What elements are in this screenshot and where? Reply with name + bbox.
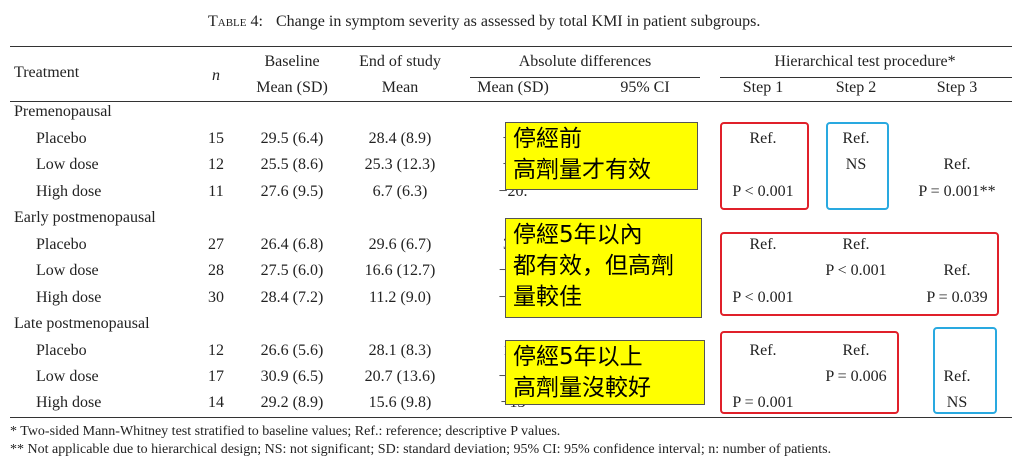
cell: 27.6 (9.5) <box>260 182 324 200</box>
cell: 25.3 (12.3) <box>364 156 436 174</box>
cell: 29.6 (6.7) <box>368 235 432 253</box>
cell: P < 0.001 <box>732 182 794 200</box>
cell: 14 <box>208 394 224 412</box>
cell: Ref. <box>842 130 870 147</box>
cell: 29.2 (8.9) <box>260 394 324 412</box>
cell: 20.7 (13.6) <box>364 368 436 386</box>
annotation-text: 高劑量才有效 <box>513 157 651 183</box>
title-label: Table 4: <box>208 13 263 30</box>
cell: Ref. <box>943 156 971 174</box>
footnote: ** Not applicable due to hierarchical de… <box>10 442 832 457</box>
cell: 29.5 (6.4) <box>260 130 324 147</box>
cell: Ref. <box>842 235 870 253</box>
cell: P = 0.001** <box>918 182 996 200</box>
header-cell: Step 1 <box>742 79 784 96</box>
cell: P = 0.006 <box>825 368 887 386</box>
diff-rule <box>470 77 700 78</box>
bottom-rule <box>10 417 1012 418</box>
title: Change in symptom severity as assessed b… <box>276 13 761 30</box>
row-label: Placebo <box>36 235 87 253</box>
annotation-box <box>505 218 702 318</box>
cell: 11 <box>208 182 224 200</box>
header-cell: Mean (SD) <box>477 79 549 96</box>
cell: Ref. <box>749 130 777 147</box>
group-label: Premenopausal <box>14 103 112 120</box>
header-cell: Mean (SD) <box>256 79 328 96</box>
cell: Ref. <box>943 262 971 280</box>
header-cell: Step 3 <box>936 79 978 96</box>
header-cell: Baseline <box>264 53 320 70</box>
cell: 17 <box>208 368 224 386</box>
cell: 15 <box>208 130 224 147</box>
group-label: Late postmenopausal <box>14 314 150 332</box>
header-cell: Hierarchical test procedure* <box>774 53 956 70</box>
annotation-text: 都有效，但高劑 <box>513 253 674 279</box>
cell: P < 0.001 <box>732 288 794 306</box>
cell: NS <box>946 394 968 412</box>
annotation-box <box>505 122 698 190</box>
cell: 11.2 (9.0) <box>368 288 432 306</box>
row-label: Low dose <box>36 368 99 386</box>
highlight-box <box>826 122 889 210</box>
cell: 28.4 (8.9) <box>368 130 432 147</box>
annotation-text: 停經前 <box>513 126 582 152</box>
row-label: Low dose <box>36 156 99 174</box>
cell: 16.6 (12.7) <box>364 262 436 280</box>
cell: 12 <box>208 341 224 359</box>
header-cell: Step 2 <box>835 79 877 96</box>
cell: 28 <box>208 262 224 280</box>
cell: P = 0.039 <box>926 288 988 306</box>
top-rule <box>10 46 1012 47</box>
header-cell: Mean <box>381 79 419 96</box>
cell: 26.6 (5.6) <box>260 341 324 359</box>
annotation-text: 量較佳 <box>513 284 582 310</box>
cell: 28.1 (8.3) <box>368 341 432 359</box>
header-cell: Treatment <box>14 64 80 81</box>
cell: NS <box>845 156 867 174</box>
header-cell: End of study <box>359 53 441 70</box>
footnote: * Two-sided Mann-Whitney test stratified… <box>10 424 561 439</box>
row-label: Placebo <box>36 341 87 359</box>
cell: 30.9 (6.5) <box>260 368 324 386</box>
cell: 27 <box>208 235 224 253</box>
header-rule <box>10 101 1012 102</box>
header-cell: 95% CI <box>620 79 670 96</box>
header-cell: n <box>212 67 220 84</box>
highlight-box <box>720 331 899 414</box>
cell: 15.6 (9.8) <box>368 394 432 412</box>
highlight-box <box>720 232 999 316</box>
cell: 25.5 (8.6) <box>260 156 324 174</box>
annotation-text: 停經5年以內 <box>513 222 643 248</box>
cell: 6.7 (6.3) <box>372 182 428 200</box>
row-label: High dose <box>36 182 102 200</box>
annotation-text: 停經5年以上 <box>513 344 643 370</box>
header-cell: Absolute differences <box>518 53 652 70</box>
row-label: High dose <box>36 288 102 306</box>
cell: 27.5 (6.0) <box>260 262 324 280</box>
highlight-box <box>933 327 997 414</box>
cell: P = 0.001 <box>732 394 794 412</box>
highlight-box <box>720 122 809 210</box>
row-label: High dose <box>36 394 102 412</box>
row-label: Low dose <box>36 262 99 280</box>
annotation-box <box>505 340 705 405</box>
cell: 28.4 (7.2) <box>260 288 324 306</box>
cell: Ref. <box>943 368 971 386</box>
cell: 26.4 (6.8) <box>260 235 324 253</box>
cell: P < 0.001 <box>825 262 887 280</box>
cell: Ref. <box>842 341 870 359</box>
row-label: Placebo <box>36 130 87 147</box>
cell: Ref. <box>749 341 777 359</box>
cell: 30 <box>208 288 224 306</box>
hier-rule <box>720 77 1012 78</box>
cell: Ref. <box>749 235 777 253</box>
annotation-text: 高劑量沒較好 <box>513 375 651 401</box>
cell: 12 <box>208 156 224 174</box>
group-label: Early postmenopausal <box>14 208 156 226</box>
